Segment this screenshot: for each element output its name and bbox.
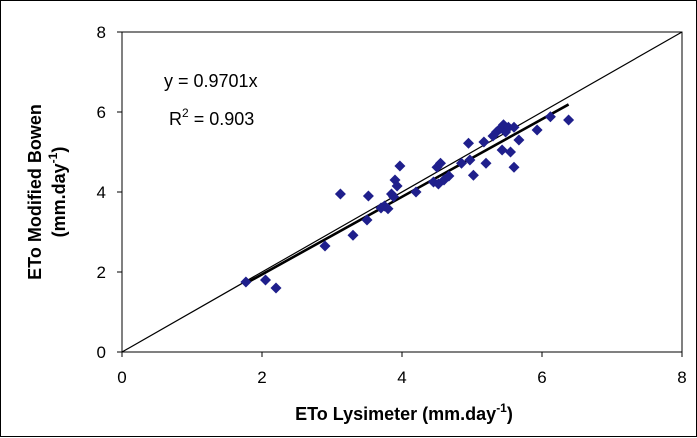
x-axis-title: ETo Lysimeter (mm.day-1) [295,401,513,424]
data-point [496,144,508,156]
ticks-layer: 0 2 4 6 8 0 2 4 6 8 [97,23,687,387]
x-tick-label: 8 [677,368,686,387]
data-point [463,137,474,149]
points-layer [240,111,575,294]
y-tick-label: 6 [97,103,106,122]
y-tick-label: 2 [97,263,106,282]
data-point [347,229,359,241]
data-point [391,180,403,192]
data-point [508,121,520,133]
data-point [361,214,373,226]
y-axis-title-line2: (mm.day-1) [46,147,69,238]
data-point [443,170,455,182]
x-tick-label: 4 [397,368,406,387]
data-point [505,146,516,158]
data-point [394,160,406,172]
x-tick-label: 6 [537,368,546,387]
data-point [382,203,394,215]
data-point [334,188,346,200]
data-point [544,111,556,123]
data-point [563,114,575,126]
y-axis-title-line2-sup: -1 [46,152,60,163]
data-point [410,186,422,198]
y-axis-title-line2-main: (mm.day [49,163,69,237]
r-squared-main: R [169,109,182,129]
x-tick-label: 0 [117,368,126,387]
data-point [467,169,479,181]
data-point [435,157,446,169]
data-point [464,154,476,166]
y-tick-label: 0 [97,343,106,362]
data-point [531,124,543,136]
data-point [362,190,374,202]
data-point [240,276,252,288]
x-axis-title-sup: -1 [496,401,507,415]
data-point [502,121,514,133]
y-axis-title-line2-tail: ) [49,147,69,153]
y-tick-label: 8 [97,23,106,42]
y-tick-label: 4 [97,183,106,202]
data-point [480,157,492,169]
data-point [319,240,331,252]
data-point [508,161,520,173]
r-squared-tail: = 0.903 [189,109,255,129]
x-axis-title-main: ETo Lysimeter (mm.day [295,404,496,424]
lines-layer [121,31,683,353]
data-point [513,134,525,146]
y-axis-title-line1: ETo Modified Bowen [25,104,45,280]
r-squared-sup: 2 [182,106,189,120]
x-tick-label: 2 [257,368,266,387]
data-point [260,274,271,286]
x-axis-title-tail: ) [507,404,513,424]
equation-annotation: y = 0.9701x [164,71,258,91]
data-point [478,136,490,148]
data-point [388,191,400,203]
trendline-line [245,103,570,285]
data-point [270,282,282,294]
r-squared-annotation: R2 = 0.903 [169,106,254,129]
one-to-one-line [121,31,683,353]
data-point [456,157,467,169]
